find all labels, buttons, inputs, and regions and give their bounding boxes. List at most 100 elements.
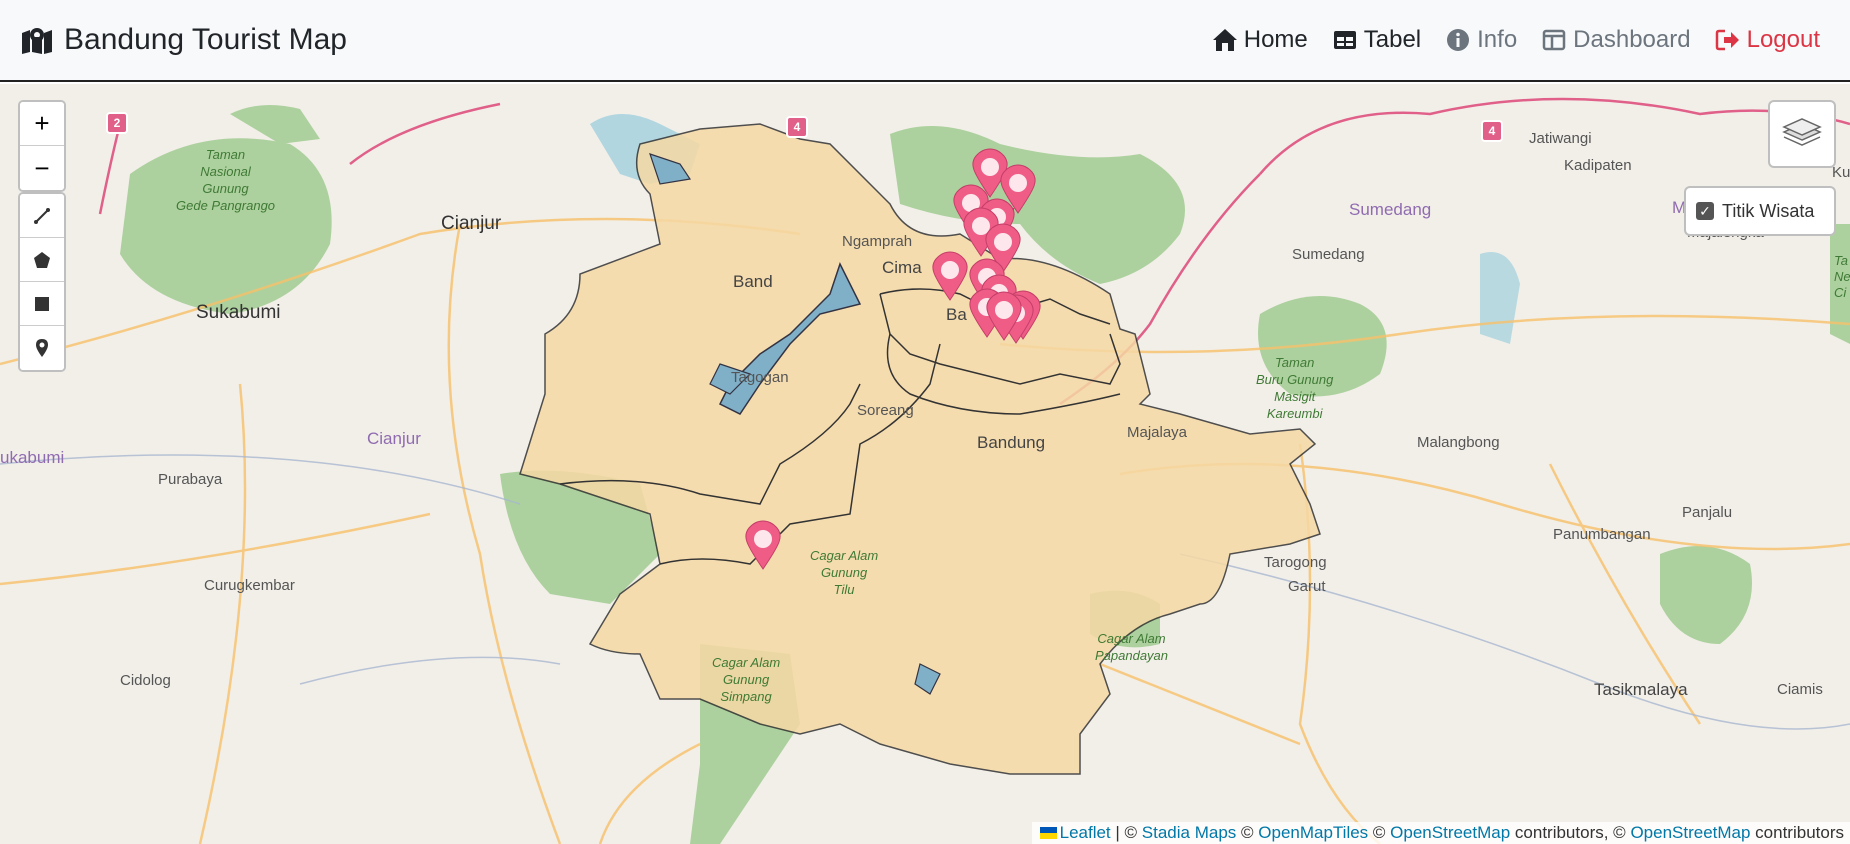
park-gede-line-2: Nasional [200, 164, 251, 179]
leaflet-link[interactable]: Leaflet [1059, 823, 1111, 842]
park-papandayan-line-1: Cagar Alam [1097, 631, 1166, 646]
park-buru-line-4: Kareumbi [1266, 406, 1323, 421]
nav-tabel[interactable]: Tabel [1332, 26, 1421, 54]
label-cianjur-region: Cianjur [367, 429, 421, 448]
label-park-gede: Taman Nasional Gunung Gede Pangrango [176, 146, 275, 214]
titik-wisata-checkbox[interactable]: ✓ [1696, 202, 1714, 220]
info-icon [1447, 29, 1470, 51]
tourist-spot-marker[interactable] [984, 223, 1022, 273]
tourist-spot-marker[interactable] [931, 251, 969, 301]
titik-wisata-label[interactable]: Titik Wisata [1722, 200, 1815, 221]
label-sukabumi-region: ukabumi [0, 448, 65, 467]
label-sumedang-region: Sumedang [1349, 200, 1432, 219]
stadia-link[interactable]: Stadia Maps [1141, 823, 1237, 842]
zoom-out-button[interactable]: − [20, 146, 64, 190]
map-icon [22, 28, 52, 54]
label-tasikmalaya: Tasikmalaya [1594, 680, 1688, 699]
openmaptiles-link[interactable]: OpenMapTiles [1258, 823, 1369, 842]
map-container[interactable]: Cianjur Sukabumi Cianjur ukabumi Purabay… [0, 84, 1850, 844]
attribution-sep-4: contributors, © [1510, 823, 1631, 842]
label-cimahi: Cima [882, 258, 922, 277]
park-tilu-line-2: Gunung [820, 565, 868, 580]
logout-icon [1715, 29, 1739, 51]
label-purabaya: Purabaya [158, 471, 223, 488]
label-tagogan: Tagogan [731, 369, 789, 386]
layers-control-button[interactable] [1768, 100, 1836, 168]
draw-polygon-button[interactable] [20, 238, 64, 282]
label-ciamis: Ciamis [1777, 681, 1823, 698]
label-cianjur-city: Cianjur [441, 213, 502, 234]
label-jatiwangi: Jatiwangi [1529, 130, 1592, 147]
label-garut: Garut [1288, 578, 1326, 595]
label-panjalu: Panjalu [1682, 504, 1733, 521]
map-pin-icon [985, 223, 1021, 273]
park-simpang-line-2: Gunung [722, 672, 770, 687]
label-malangbong: Malangbong [1417, 434, 1500, 451]
layers-icon [1782, 118, 1822, 146]
label-cut-2: Ta [1834, 253, 1848, 268]
map-attribution: Leaflet | © Stadia Maps © OpenMapTiles ©… [1031, 822, 1850, 844]
nav-links: Home Tabel Info Dashboard Logout [1212, 26, 1820, 54]
label-cut-1: Ku [1832, 164, 1850, 181]
map-pin-icon [932, 251, 968, 301]
road-shield: 4 [1481, 120, 1503, 142]
tourist-spot-marker[interactable] [744, 520, 782, 570]
brand[interactable]: Bandung Tourist Map [20, 23, 347, 57]
label-park-tilu: Cagar Alam Gunung Tilu [810, 547, 878, 598]
bandung-region-polygon [519, 123, 1321, 775]
zoom-in-button[interactable]: + [20, 102, 64, 146]
park-simpang-line-3: Simpang [720, 689, 772, 704]
nav-dashboard[interactable]: Dashboard [1541, 26, 1691, 54]
label-ngamprah: Ngamprah [842, 233, 913, 250]
label-panumbangan: Panumbangan [1553, 526, 1651, 543]
map-tiles[interactable] [0, 84, 1850, 844]
draw-marker-button[interactable] [20, 326, 64, 370]
park-buru-line-2: Buru Gunung [1256, 372, 1334, 387]
draw-toolbar [18, 192, 66, 372]
attribution-sep-1: | © [1110, 823, 1142, 842]
osm-link-2[interactable]: OpenStreetMap [1630, 823, 1751, 842]
map-pin-icon [745, 520, 781, 570]
nav-tabel-label: Tabel [1363, 26, 1422, 53]
park-gede-line-1: Taman [205, 147, 246, 162]
park-tilu-line-1: Cagar Alam [810, 548, 879, 563]
nav-logout[interactable]: Logout [1715, 26, 1820, 54]
tourist-spot-marker[interactable] [952, 184, 990, 234]
table-icon [1333, 31, 1356, 49]
label-cut-3: Ne [1834, 269, 1850, 284]
map-pin-icon [1000, 164, 1036, 214]
home-icon [1212, 29, 1237, 51]
nav-info[interactable]: Info [1445, 26, 1517, 54]
park-buru-line-1: Taman [1275, 355, 1315, 370]
park-gede-line-4: Gede Pangrango [176, 198, 276, 213]
park-simpang-line-1: Cagar Alam [712, 655, 781, 670]
label-sukabumi-city: Sukabumi [196, 302, 281, 323]
map-pin-icon [986, 291, 1022, 341]
label-park-buru: Taman Buru Gunung Masigit Kareumbi [1256, 354, 1333, 422]
polyline-icon [34, 207, 50, 224]
attribution-sep-2: © [1236, 823, 1259, 842]
tourist-spot-marker[interactable] [999, 164, 1037, 214]
label-bandung-west: Band [733, 272, 773, 291]
label-curugkembar: Curugkembar [204, 577, 295, 594]
road-shield: 2 [106, 112, 128, 134]
dashboard-icon [1542, 29, 1566, 51]
label-bandung: Bandung [977, 433, 1046, 452]
draw-rectangle-button[interactable] [20, 282, 64, 326]
label-bandung-city: Ba [946, 305, 967, 324]
tourist-spot-marker[interactable] [985, 291, 1023, 341]
label-sumedang: Sumedang [1292, 246, 1365, 263]
label-cut-4: Ci [1834, 285, 1847, 300]
label-park-simpang: Cagar Alam Gunung Simpang [712, 654, 780, 705]
polygon-icon [34, 251, 50, 268]
park-gede-line-3: Gunung [202, 181, 249, 196]
nav-home[interactable]: Home [1212, 26, 1308, 54]
osm-link-1[interactable]: OpenStreetMap [1390, 823, 1511, 842]
nav-home-label: Home [1243, 26, 1308, 53]
attribution-sep-5: contributors [1750, 823, 1844, 842]
draw-polyline-button[interactable] [20, 194, 64, 238]
map-pin-icon [953, 184, 989, 234]
zoom-control: + − [18, 100, 66, 192]
label-kadipaten: Kadipaten [1564, 157, 1632, 174]
nav-logout-label: Logout [1746, 26, 1820, 53]
